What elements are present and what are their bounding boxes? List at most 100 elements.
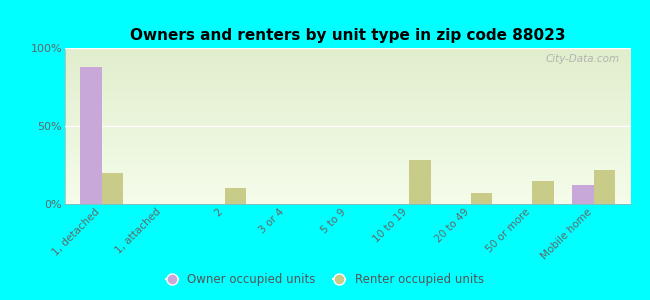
Bar bbox=[65, 113, 630, 115]
Bar bbox=[65, 103, 630, 104]
Bar bbox=[65, 140, 630, 142]
Bar bbox=[65, 120, 630, 121]
Bar bbox=[572, 185, 593, 204]
Bar bbox=[65, 67, 630, 68]
Bar bbox=[65, 88, 630, 90]
Bar bbox=[65, 168, 630, 170]
Bar bbox=[65, 76, 630, 78]
Bar bbox=[65, 184, 630, 185]
Bar bbox=[65, 176, 630, 178]
Title: Owners and renters by unit type in zip code 88023: Owners and renters by unit type in zip c… bbox=[130, 28, 566, 43]
Bar bbox=[65, 56, 630, 57]
Bar bbox=[65, 110, 630, 112]
Bar bbox=[65, 123, 630, 124]
Bar bbox=[65, 190, 630, 191]
Bar bbox=[65, 126, 630, 128]
Bar bbox=[65, 129, 630, 131]
Bar bbox=[65, 173, 630, 174]
Bar bbox=[65, 149, 630, 151]
Bar bbox=[65, 146, 630, 148]
Bar bbox=[65, 195, 630, 196]
Bar bbox=[65, 135, 630, 137]
Bar bbox=[65, 115, 630, 117]
Bar bbox=[65, 151, 630, 152]
Bar bbox=[65, 53, 630, 54]
Bar bbox=[65, 193, 630, 195]
Bar bbox=[65, 54, 630, 56]
Bar bbox=[65, 157, 630, 159]
Bar bbox=[65, 201, 630, 202]
Bar bbox=[65, 156, 630, 157]
Bar bbox=[65, 137, 630, 139]
Text: City-Data.com: City-Data.com bbox=[545, 54, 619, 64]
Bar bbox=[65, 139, 630, 140]
Bar bbox=[65, 132, 630, 134]
Bar bbox=[532, 181, 554, 204]
Bar bbox=[65, 142, 630, 143]
Bar bbox=[65, 73, 630, 74]
Bar bbox=[65, 143, 630, 145]
Bar bbox=[225, 188, 246, 204]
Bar bbox=[65, 124, 630, 126]
Bar bbox=[65, 85, 630, 87]
Bar bbox=[65, 87, 630, 88]
Bar bbox=[65, 68, 630, 70]
Bar bbox=[65, 98, 630, 100]
Bar bbox=[65, 95, 630, 96]
Bar bbox=[65, 61, 630, 62]
Bar bbox=[65, 187, 630, 188]
Bar bbox=[65, 145, 630, 146]
Bar bbox=[65, 90, 630, 92]
Bar bbox=[65, 96, 630, 98]
Bar bbox=[65, 79, 630, 81]
Bar bbox=[65, 199, 630, 201]
Bar bbox=[65, 65, 630, 67]
Bar bbox=[410, 160, 431, 204]
Bar bbox=[65, 57, 630, 59]
Bar bbox=[65, 121, 630, 123]
Bar bbox=[65, 81, 630, 82]
Bar bbox=[65, 188, 630, 190]
Bar bbox=[65, 109, 630, 110]
Bar bbox=[65, 82, 630, 84]
Legend: Owner occupied units, Renter occupied units: Owner occupied units, Renter occupied un… bbox=[161, 269, 489, 291]
Bar bbox=[65, 178, 630, 179]
Bar bbox=[65, 92, 630, 93]
Bar bbox=[471, 193, 492, 204]
Bar bbox=[65, 171, 630, 173]
Bar bbox=[593, 170, 615, 204]
Bar bbox=[65, 106, 630, 107]
Bar bbox=[65, 107, 630, 109]
Bar bbox=[65, 100, 630, 101]
Bar bbox=[65, 174, 630, 176]
Bar bbox=[65, 131, 630, 132]
Bar bbox=[65, 181, 630, 182]
Bar bbox=[65, 74, 630, 76]
Bar bbox=[65, 159, 630, 160]
Bar bbox=[65, 152, 630, 154]
Bar bbox=[65, 78, 630, 79]
Bar bbox=[65, 59, 630, 61]
Bar bbox=[65, 198, 630, 199]
Bar bbox=[65, 162, 630, 164]
Bar bbox=[65, 117, 630, 118]
Bar bbox=[65, 112, 630, 113]
Bar bbox=[65, 93, 630, 95]
Bar bbox=[65, 51, 630, 53]
Bar bbox=[65, 50, 630, 51]
Bar bbox=[65, 191, 630, 193]
Bar bbox=[65, 64, 630, 65]
Bar bbox=[65, 170, 630, 171]
Bar bbox=[65, 164, 630, 165]
Bar bbox=[65, 71, 630, 73]
Bar bbox=[65, 118, 630, 120]
Bar bbox=[65, 148, 630, 149]
Bar bbox=[65, 179, 630, 181]
Bar bbox=[65, 128, 630, 129]
Bar bbox=[102, 173, 124, 204]
Bar bbox=[65, 165, 630, 166]
Bar bbox=[65, 104, 630, 106]
Bar bbox=[65, 101, 630, 103]
Bar bbox=[65, 185, 630, 187]
Bar bbox=[65, 182, 630, 184]
